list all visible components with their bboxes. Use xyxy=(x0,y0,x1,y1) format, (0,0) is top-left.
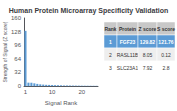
svg-text:Strength of Signal (Z score): Strength of Signal (Z score) xyxy=(2,21,8,82)
svg-text:64: 64 xyxy=(14,56,21,62)
svg-text:3: 3 xyxy=(109,65,112,71)
svg-text:121.76: 121.76 xyxy=(158,39,174,45)
svg-text:Z score: Z score xyxy=(139,26,157,32)
svg-text:10: 10 xyxy=(49,89,56,95)
svg-text:1: 1 xyxy=(109,39,112,45)
svg-text:7.92: 7.92 xyxy=(143,65,153,71)
svg-text:0.12: 0.12 xyxy=(161,52,171,58)
svg-text:Protein: Protein xyxy=(119,26,136,32)
svg-text:Signal Rank: Signal Rank xyxy=(45,100,78,106)
svg-text:128: 128 xyxy=(11,29,22,35)
svg-text:1: 1 xyxy=(24,89,28,95)
svg-text:0: 0 xyxy=(18,83,22,89)
svg-text:Human Protein Microarray Speci: Human Protein Microarray Specificity Val… xyxy=(9,7,169,15)
svg-text:20: 20 xyxy=(78,89,85,95)
svg-text:SLC23A1: SLC23A1 xyxy=(117,65,139,71)
svg-text:2: 2 xyxy=(109,52,112,58)
svg-text:8.05: 8.05 xyxy=(143,52,153,58)
svg-text:FGF23: FGF23 xyxy=(120,39,136,45)
svg-text:160: 160 xyxy=(11,15,22,21)
svg-text:129.82: 129.82 xyxy=(140,39,156,45)
svg-text:32: 32 xyxy=(14,69,21,75)
svg-text:RASL11B: RASL11B xyxy=(117,52,139,58)
svg-text:2.8: 2.8 xyxy=(163,65,170,71)
svg-text:96: 96 xyxy=(14,42,21,48)
svg-text:Rank: Rank xyxy=(104,26,116,32)
svg-text:S score: S score xyxy=(157,26,175,32)
